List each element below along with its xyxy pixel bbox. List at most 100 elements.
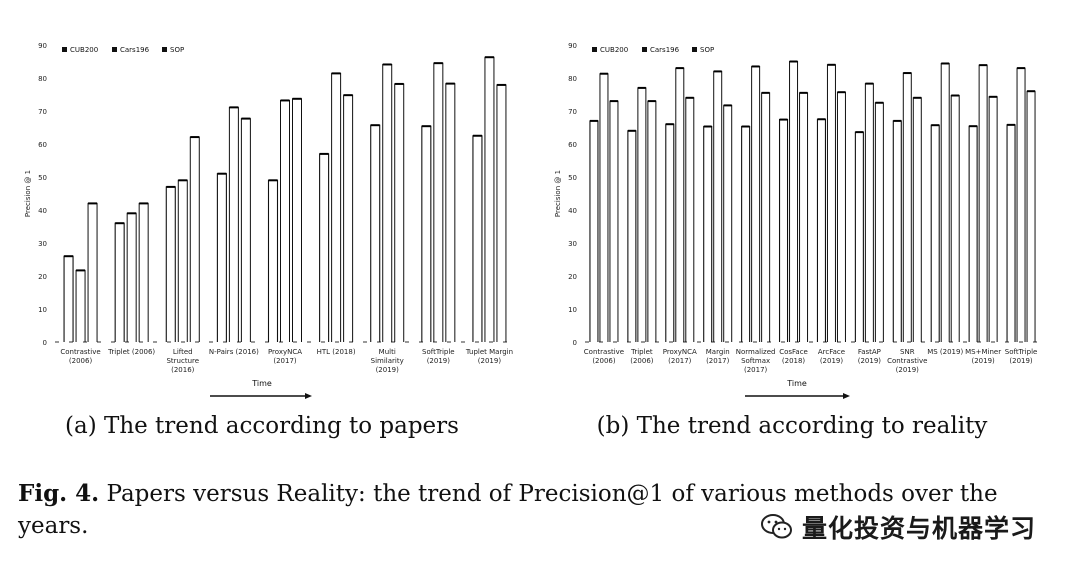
y-tick-label: 60 — [38, 141, 47, 149]
legend-swatch-sop — [162, 47, 167, 52]
x-tick-label: ProxyNCA (2017) — [268, 348, 302, 365]
bar-cars196 — [637, 87, 647, 342]
x-tick-label-line: Similarity — [371, 357, 404, 365]
x-tick-label: Contrastive (2006) — [584, 348, 624, 365]
bar-sop — [445, 83, 456, 342]
x-tick-label-line: SoftTriple — [422, 348, 455, 356]
chart-panel-a: 0 10 20 30 40 50 60 70 80 90 Precision @ 1 Contrast… — [24, 42, 515, 439]
x-tick-label-line: SoftTriple — [1005, 348, 1038, 356]
y-tick-label: 70 — [38, 108, 47, 116]
bar-sop — [343, 94, 354, 342]
bar-cub200 — [703, 125, 713, 342]
y-tick-label: 90 — [38, 42, 47, 50]
x-tick-label-line: (2019) — [971, 357, 995, 365]
x-tick-label-line: MS+Miner — [965, 348, 1001, 356]
x-tick-label-line: (2017) — [744, 366, 768, 374]
x-tick-label-line: HTL (2018) — [317, 348, 356, 356]
figure-caption-label: Fig. 4. — [18, 480, 100, 507]
x-tick-label-line: (2019) — [427, 357, 451, 365]
bar-sop — [988, 96, 998, 342]
bar-sop — [609, 100, 619, 342]
bar-cars196 — [228, 106, 239, 342]
time-arrow-head — [843, 393, 850, 399]
x-tick-label-line: Margin — [706, 348, 730, 356]
bar-sop — [240, 118, 251, 342]
bar-cub200 — [267, 179, 279, 342]
bar-cars196 — [126, 212, 137, 342]
wechat-icon — [761, 514, 792, 539]
bar-cars196 — [902, 72, 912, 342]
bar-cars196 — [978, 64, 988, 342]
bar-cub200 — [370, 124, 381, 342]
x-tick-label-line: ProxyNCA — [268, 348, 302, 356]
bar-sop — [138, 202, 149, 342]
bar-cub200 — [627, 130, 637, 342]
bar-cars196 — [789, 61, 799, 342]
bar-cars196 — [75, 269, 86, 342]
figure-caption: Fig. 4. Papers versus Reality: the trend… — [18, 478, 1058, 542]
x-tick-label-line: Tuplet Margin — [465, 348, 513, 356]
x-tick-label: Triplet (2006) — [107, 348, 155, 356]
legend-swatch-sop — [692, 47, 697, 52]
bar-cub200 — [319, 153, 330, 342]
x-tick-label-line: Multi — [379, 348, 396, 356]
bar-sop — [292, 98, 302, 342]
legend-label-sop: SOP — [700, 46, 714, 54]
x-tick-label-line: Contrastive — [584, 348, 624, 356]
bar-sop — [874, 102, 884, 342]
bar-cub200 — [854, 131, 864, 342]
bar-cub200 — [778, 119, 789, 342]
x-tick-label-line: Contrastive — [887, 357, 927, 365]
bar-cub200 — [1006, 124, 1016, 342]
bar-cars196 — [864, 83, 874, 342]
x-tick-label: MS (2019) — [927, 348, 963, 356]
watermark-text: 量化投资与机器学习 — [802, 514, 1037, 543]
bar-cars196 — [331, 72, 342, 342]
y-tick-label: 20 — [38, 273, 47, 281]
y-tick-label: 50 — [568, 174, 577, 182]
x-tick-label-line: Structure — [166, 357, 199, 365]
legend-label-sop: SOP — [170, 46, 184, 54]
bar-sop — [496, 84, 507, 342]
x-tick-label-line: Lifted — [173, 348, 193, 356]
x-tick-label: MS+Miner (2019) — [965, 348, 1001, 365]
bar-cub200 — [589, 120, 599, 342]
y-tick-label: 70 — [568, 108, 577, 116]
figure-caption-text: Papers versus Reality: the trend of Prec… — [18, 481, 998, 539]
y-tick-label: 20 — [568, 273, 577, 281]
y-tick-label: 10 — [568, 306, 577, 314]
bar-sop — [836, 91, 846, 342]
x-tick-label: ProxyNCA (2017) — [663, 348, 697, 365]
bar-sop — [647, 100, 657, 342]
bar-cub200 — [665, 123, 675, 342]
x-tick-label-line: Softmax — [741, 357, 770, 365]
bar-sop — [87, 202, 98, 342]
y-tick-label: 40 — [568, 207, 577, 215]
bar-cub200 — [472, 135, 483, 342]
y-axis-label: Precision @ 1 — [554, 170, 562, 217]
x-tick-label: Lifted Structure (2016) — [166, 348, 199, 374]
bar-sop — [950, 94, 960, 342]
bar-cars196 — [751, 65, 761, 342]
x-tick-label-line: (2018) — [782, 357, 806, 365]
bar-cars196 — [675, 67, 685, 342]
bar-cub200 — [968, 125, 978, 342]
bar-sop — [685, 97, 695, 342]
bar-sop — [189, 136, 200, 342]
y-tick-label: 60 — [568, 141, 577, 149]
x-tick-label-line: (2019) — [478, 357, 502, 365]
time-label: Time — [786, 379, 807, 388]
bar-sop — [723, 104, 733, 342]
y-tick-label: 10 — [38, 306, 47, 314]
x-tick-label-line: Triplet — [630, 348, 653, 356]
bar-cars196 — [280, 99, 290, 342]
watermark: 量化投资与机器学习 — [760, 510, 1036, 544]
x-tick-label-line: SNR — [900, 348, 915, 356]
x-tick-label: Triplet (2006) — [630, 348, 654, 365]
y-tick-label: 80 — [38, 75, 47, 83]
bar-cars196 — [382, 63, 393, 342]
x-tick-label-line: ArcFace — [818, 348, 845, 356]
x-tick-label: Margin (2017) — [706, 348, 730, 365]
x-tick-label-line: (2016) — [171, 366, 195, 374]
x-tick-label-line: Contrastive — [60, 348, 100, 356]
